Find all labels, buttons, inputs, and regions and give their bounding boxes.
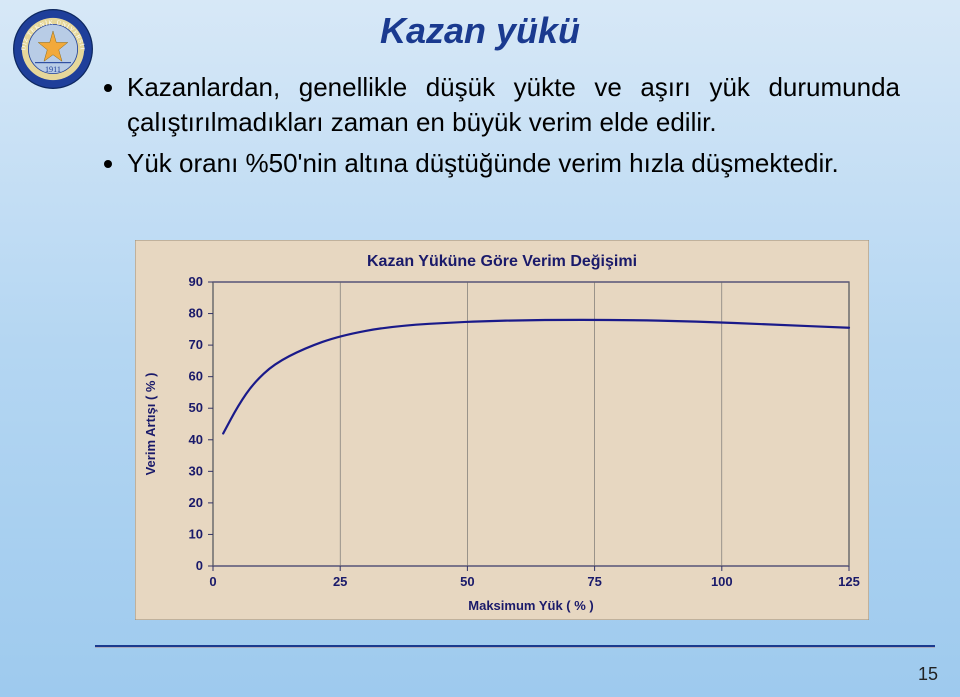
svg-text:80: 80 bbox=[189, 306, 203, 321]
svg-text:75: 75 bbox=[587, 574, 601, 589]
svg-text:100: 100 bbox=[711, 574, 733, 589]
svg-text:10: 10 bbox=[189, 526, 203, 541]
svg-text:30: 30 bbox=[189, 463, 203, 478]
svg-text:50: 50 bbox=[189, 400, 203, 415]
svg-text:0: 0 bbox=[209, 574, 216, 589]
svg-text:0: 0 bbox=[196, 558, 203, 573]
slide-root: 1911 YILDIZ TEKNİK ÜNİVERSİTESİ Kazan yü… bbox=[0, 0, 960, 697]
svg-text:40: 40 bbox=[189, 432, 203, 447]
svg-text:125: 125 bbox=[838, 574, 860, 589]
bullet-2: Yük oranı %50'nin altına düştüğünde veri… bbox=[127, 146, 900, 181]
svg-text:Kazan Yüküne Göre Verim Değişi: Kazan Yüküne Göre Verim Değişimi bbox=[367, 253, 637, 270]
svg-text:90: 90 bbox=[189, 274, 203, 289]
footer-divider bbox=[95, 645, 935, 647]
bullet-1: Kazanlardan, genellikle düşük yükte ve a… bbox=[127, 70, 900, 140]
svg-text:20: 20 bbox=[189, 495, 203, 510]
svg-text:1911: 1911 bbox=[45, 65, 61, 74]
page-number: 15 bbox=[918, 664, 938, 685]
svg-text:Verim Artışı ( % ): Verim Artışı ( % ) bbox=[143, 373, 158, 476]
svg-text:Maksimum Yük ( % ): Maksimum Yük ( % ) bbox=[468, 598, 593, 613]
svg-text:70: 70 bbox=[189, 337, 203, 352]
slide-body: Kazanlardan, genellikle düşük yükte ve a… bbox=[105, 70, 900, 187]
svg-text:25: 25 bbox=[333, 574, 347, 589]
svg-text:50: 50 bbox=[460, 574, 474, 589]
slide-title: Kazan yükü bbox=[0, 10, 960, 52]
efficiency-chart: Kazan Yüküne Göre Verim Değişimi 0 25 50 75 1… bbox=[135, 240, 869, 620]
svg-text:60: 60 bbox=[189, 369, 203, 384]
